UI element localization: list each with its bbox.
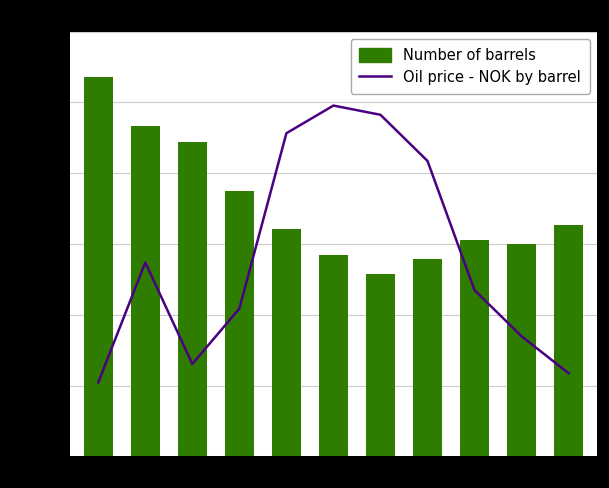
Bar [366,274,395,456]
Bar [178,142,207,456]
Bar [319,255,348,456]
Bar [507,244,536,456]
Legend: Number of barrels, Oil price - NOK by barrel: Number of barrels, Oil price - NOK by ba… [351,39,590,94]
Bar [413,259,442,456]
Bar [131,126,160,456]
Bar [554,225,583,456]
Bar [460,240,489,456]
Bar [83,77,113,456]
Bar [225,191,254,456]
Bar [272,229,301,456]
